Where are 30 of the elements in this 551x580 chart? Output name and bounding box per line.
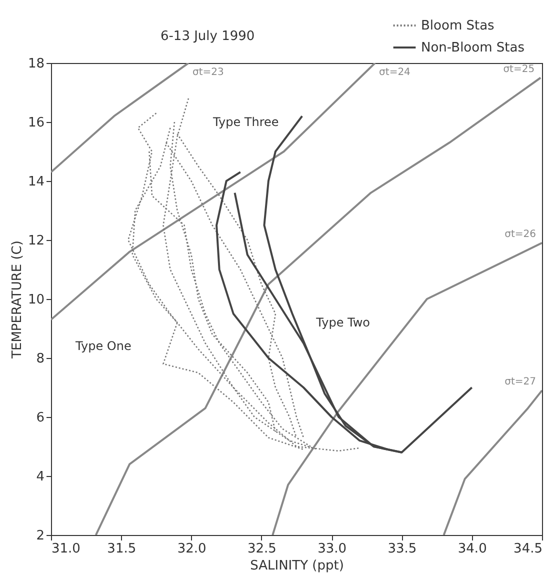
y-tick-label: 6	[36, 410, 44, 426]
y-axis-title: TEMPERATURE (C)	[10, 240, 25, 360]
x-tick-label: 31.5	[107, 542, 136, 556]
annotation: Type Three	[212, 115, 279, 129]
y-tick-label: 10	[28, 292, 44, 308]
x-tick-label: 34.5	[514, 542, 542, 556]
annotation: Type One	[74, 339, 132, 354]
y-tick-label: 12	[28, 234, 44, 248]
x-axis-title: SALINITY (ppt)	[250, 558, 344, 574]
x-tick-label: 32.0	[177, 542, 206, 556]
series-label: σt=25	[503, 64, 535, 75]
x-tick-label: 33.0	[318, 542, 347, 556]
y-tick-label: 16	[28, 116, 44, 130]
x-tick-label: 34.0	[458, 542, 487, 556]
y-tick-label: 18	[28, 56, 44, 72]
x-tick-label: 31.0	[52, 542, 80, 556]
series-label: σt=26	[504, 228, 536, 240]
y-tick-label: 14	[28, 174, 44, 190]
x-tick-label: 33.5	[388, 542, 417, 556]
series-label: σt=27	[504, 376, 536, 388]
series-label: σt=24	[379, 67, 410, 78]
chart-title: 6-13 July 1990	[160, 29, 255, 44]
y-tick-label: 8	[36, 352, 44, 366]
series-label: σt=23	[192, 67, 224, 78]
y-tick-label: 2	[36, 528, 44, 544]
x-tick-label: 32.5	[247, 542, 276, 556]
legend-label: Bloom Stas	[421, 18, 495, 34]
legend-label: Non-Bloom Stas	[421, 40, 525, 56]
annotation: Type Two	[315, 316, 370, 330]
y-tick-label: 4	[36, 470, 44, 484]
